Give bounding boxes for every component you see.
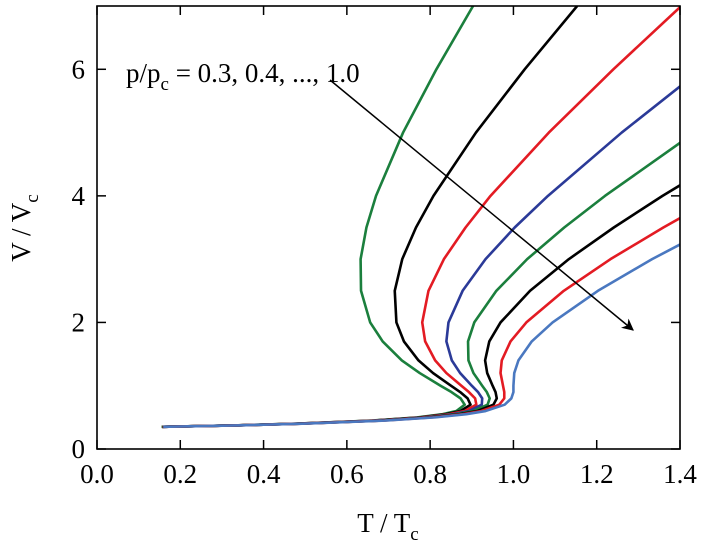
y-axis-label: V / Vc: [6, 194, 43, 261]
x-tick-label: 0.8: [413, 459, 447, 489]
x-tick-label: 1.0: [497, 459, 531, 489]
annotation-arrow: [329, 79, 634, 331]
x-axis-label-subscript: c: [410, 524, 418, 545]
y-tick-label: 4: [72, 181, 86, 211]
x-tick-label: 0.4: [247, 459, 281, 489]
x-axis-label-text: T / T: [357, 508, 411, 538]
annotation-subscript: c: [161, 74, 169, 95]
y-axis-label-subscript: c: [22, 194, 43, 202]
series-line: [163, 243, 680, 429]
y-tick-label: 2: [72, 307, 86, 337]
y-tick-label: 6: [72, 54, 86, 84]
x-tick-label: 0.2: [163, 459, 197, 489]
annotation: p/pc = 0.3, 0.4, ..., 1.0: [126, 58, 360, 95]
y-axis-label-text: V / V: [6, 202, 36, 262]
x-tick-label: 1.4: [663, 459, 697, 489]
y-tick-label: 0: [72, 434, 86, 464]
x-axis-label: T / Tc: [357, 508, 418, 545]
plot-lines: [161, 6, 680, 429]
x-tick-label: 1.2: [580, 459, 614, 489]
x-tick-label: 0.0: [80, 459, 114, 489]
annotation-text: = 0.3, 0.4, ..., 1.0: [169, 58, 360, 88]
x-tick-label: 0.6: [330, 459, 364, 489]
annotation-text: p/p: [126, 58, 161, 88]
plot-frame: [96, 5, 681, 450]
series-line: [163, 216, 680, 429]
